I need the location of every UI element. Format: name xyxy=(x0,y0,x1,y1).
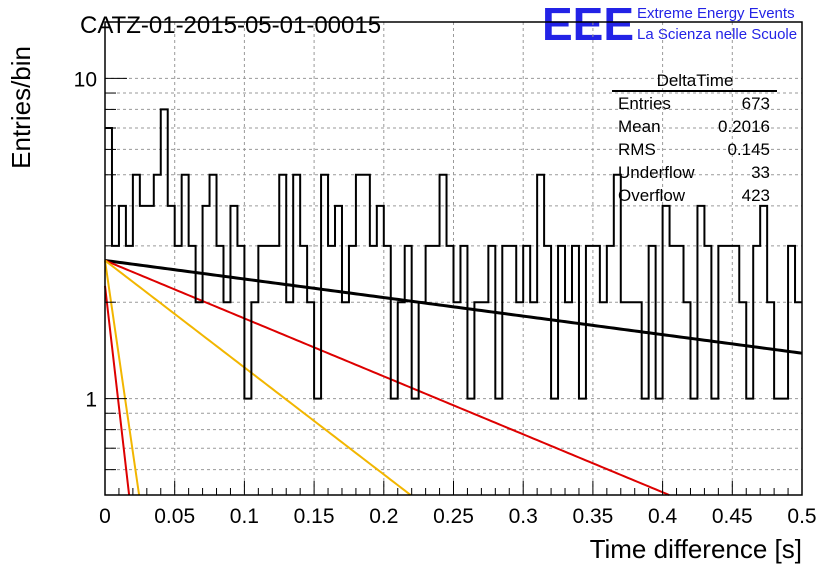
stats-label-overflow: Overflow xyxy=(618,186,686,205)
fit-curve-4 xyxy=(104,260,141,496)
y-tick-label: 10 xyxy=(74,68,97,91)
stats-value-mean: 0.2016 xyxy=(718,117,770,136)
x-tick-label: 0.5 xyxy=(787,505,816,528)
axes: 0 0.05 0.1 0.15 0.2 0.25 0.3 0.35 0.4 0.45 0.5 1 10 xyxy=(74,21,817,528)
stats-label-entries: Entries xyxy=(618,94,671,113)
stats-value-entries: 673 xyxy=(742,94,770,113)
y-axis-title: Entries/bin xyxy=(6,46,36,169)
logo-line-1: Extreme Energy Events xyxy=(637,5,795,22)
logo-line-2: La Scienza nelle Scuole xyxy=(637,26,797,43)
stats-label-mean: Mean xyxy=(618,117,661,136)
eee-logo: EEE Extreme Energy Events La Scienza nel… xyxy=(542,0,797,50)
fit-curve-1 xyxy=(104,258,803,355)
x-tick-label: 0.15 xyxy=(294,505,335,528)
fit-curve-5 xyxy=(104,285,131,496)
logo-mark: EEE xyxy=(542,0,634,50)
stats-value-underflow: 33 xyxy=(751,163,770,182)
x-tick-label: 0.05 xyxy=(154,505,195,528)
x-tick-label: 0.45 xyxy=(712,505,753,528)
plot-frame xyxy=(104,21,803,496)
y-tick-label: 1 xyxy=(85,389,97,412)
x-tick-label: 0.1 xyxy=(230,505,259,528)
stats-label-rms: RMS xyxy=(618,140,656,159)
stats-box: DeltaTime Entries 673 Mean 0.2016 RMS 0.… xyxy=(612,71,777,205)
x-tick-label: 0.2 xyxy=(369,505,398,528)
stats-value-rms: 0.145 xyxy=(727,140,770,159)
x-tick-label: 0.25 xyxy=(433,505,474,528)
x-tick-label: 0.4 xyxy=(648,505,678,528)
fit-curve-3 xyxy=(104,259,412,496)
stats-label-underflow: Underflow xyxy=(618,163,695,182)
x-axis-title: Time difference [s] xyxy=(590,534,802,564)
x-tick-label: 0.35 xyxy=(572,505,613,528)
fit-curves xyxy=(104,258,803,496)
stats-value-overflow: 423 xyxy=(742,186,770,205)
histogram-series xyxy=(105,108,802,400)
x-tick-label: 0 xyxy=(99,505,111,528)
histogram-line xyxy=(105,108,802,400)
stats-name: DeltaTime xyxy=(657,71,734,90)
fit-curve-2 xyxy=(104,259,670,496)
x-tick-label: 0.3 xyxy=(509,505,538,528)
histogram-title: CATZ-01-2015-05-01-00015 xyxy=(80,12,381,39)
